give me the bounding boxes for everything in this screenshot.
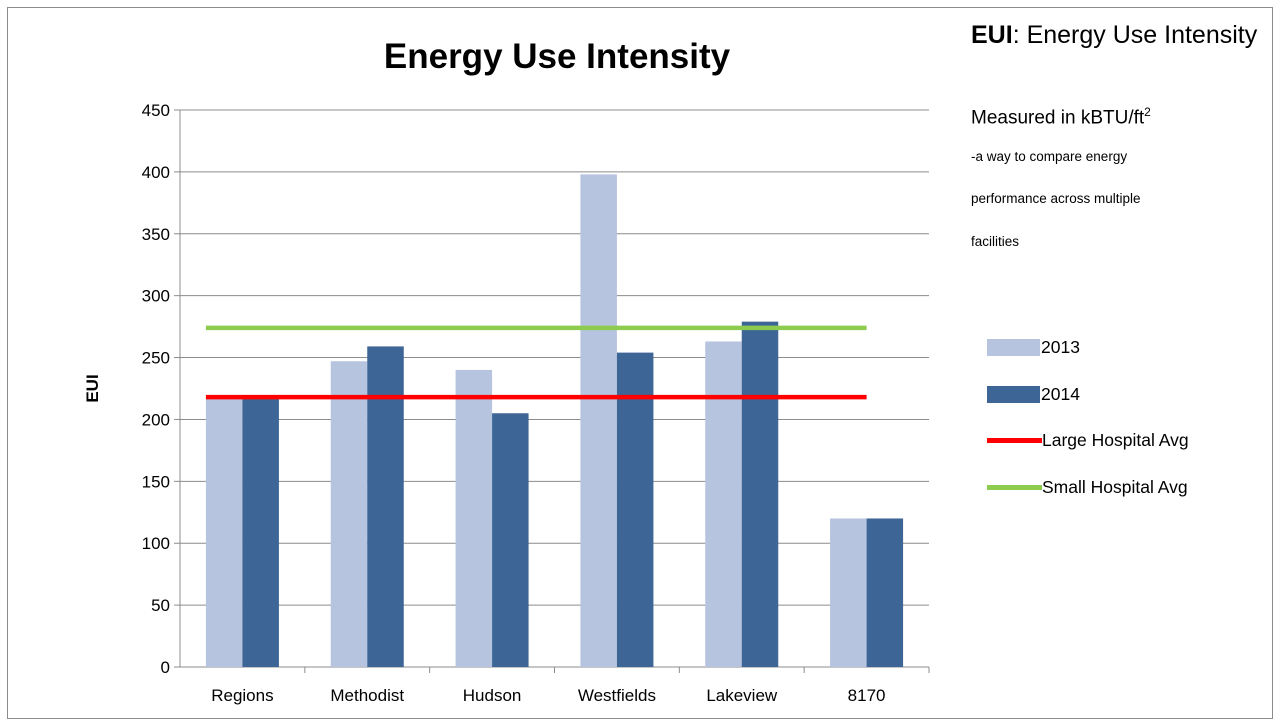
x-tick-label: Hudson <box>463 686 522 705</box>
legend-item: 2013 <box>987 335 1080 359</box>
y-tick-label: 0 <box>161 658 170 677</box>
legend-label: Large Hospital Avg <box>1042 429 1189 450</box>
legend-label: 2013 <box>1041 336 1080 357</box>
x-tick-label: Methodist <box>330 686 404 705</box>
y-tick-label: 150 <box>142 472 170 491</box>
y-axis-label: EUI <box>83 374 102 402</box>
description-line-3: facilities <box>971 234 1020 249</box>
unit-text: Measured in kBTU/ft <box>971 107 1145 129</box>
x-tick-label: 8170 <box>848 686 886 705</box>
legend-swatch <box>987 338 1040 356</box>
eui-abbrev: EUI <box>971 21 1013 49</box>
unit-note: Measured in kBTU/ft2 <box>971 105 1151 129</box>
y-tick-label: 200 <box>142 410 170 429</box>
bar-2014-Westfields <box>616 352 654 667</box>
description-line-1: -a way to compare energy <box>971 149 1128 164</box>
legend-label: Small Hospital Avg <box>1042 476 1188 497</box>
y-tick-label: 100 <box>142 534 170 553</box>
legend-swatch <box>987 437 1042 443</box>
eui-expansion: : Energy Use Intensity <box>1012 21 1258 49</box>
legend-label: 2014 <box>1041 383 1080 404</box>
bar-2013-Hudson <box>455 369 493 667</box>
bar-2013-8170 <box>830 518 867 667</box>
y-tick-label: 350 <box>142 225 170 244</box>
description-line-2: performance across multiple <box>971 191 1141 206</box>
eui-definition-title: EUI: Energy Use Intensity <box>971 18 1271 52</box>
x-tick-label: Regions <box>211 686 273 705</box>
bar-2013-Westfields <box>580 174 617 667</box>
chart-title: Energy Use Intensity <box>384 37 731 76</box>
bar-2014-Methodist <box>367 346 404 667</box>
bar-2013-Regions <box>205 398 243 667</box>
y-tick-label: 250 <box>142 349 170 368</box>
legend-swatch <box>987 484 1042 490</box>
legend-item: 2014 <box>987 382 1080 406</box>
unit-superscript: 2 <box>1144 105 1151 119</box>
x-tick-label: Westfields <box>578 686 656 705</box>
bar-2014-Hudson <box>492 413 529 667</box>
x-tick-label: Lakeview <box>706 686 778 705</box>
bar-2013-Lakeview <box>705 341 742 667</box>
bar-2014-Regions <box>242 397 279 667</box>
legend-swatch <box>987 385 1040 403</box>
y-tick-label: 50 <box>151 596 170 615</box>
legend-item: Small Hospital Avg <box>987 475 1188 499</box>
bar-2013-Methodist <box>330 361 368 667</box>
bar-2014-Lakeview <box>741 321 779 667</box>
y-tick-label: 450 <box>142 101 170 120</box>
y-tick-label: 300 <box>142 287 170 306</box>
legend-item: Large Hospital Avg <box>987 428 1189 452</box>
y-tick-label: 400 <box>142 163 170 182</box>
bar-2014-8170 <box>866 518 904 667</box>
